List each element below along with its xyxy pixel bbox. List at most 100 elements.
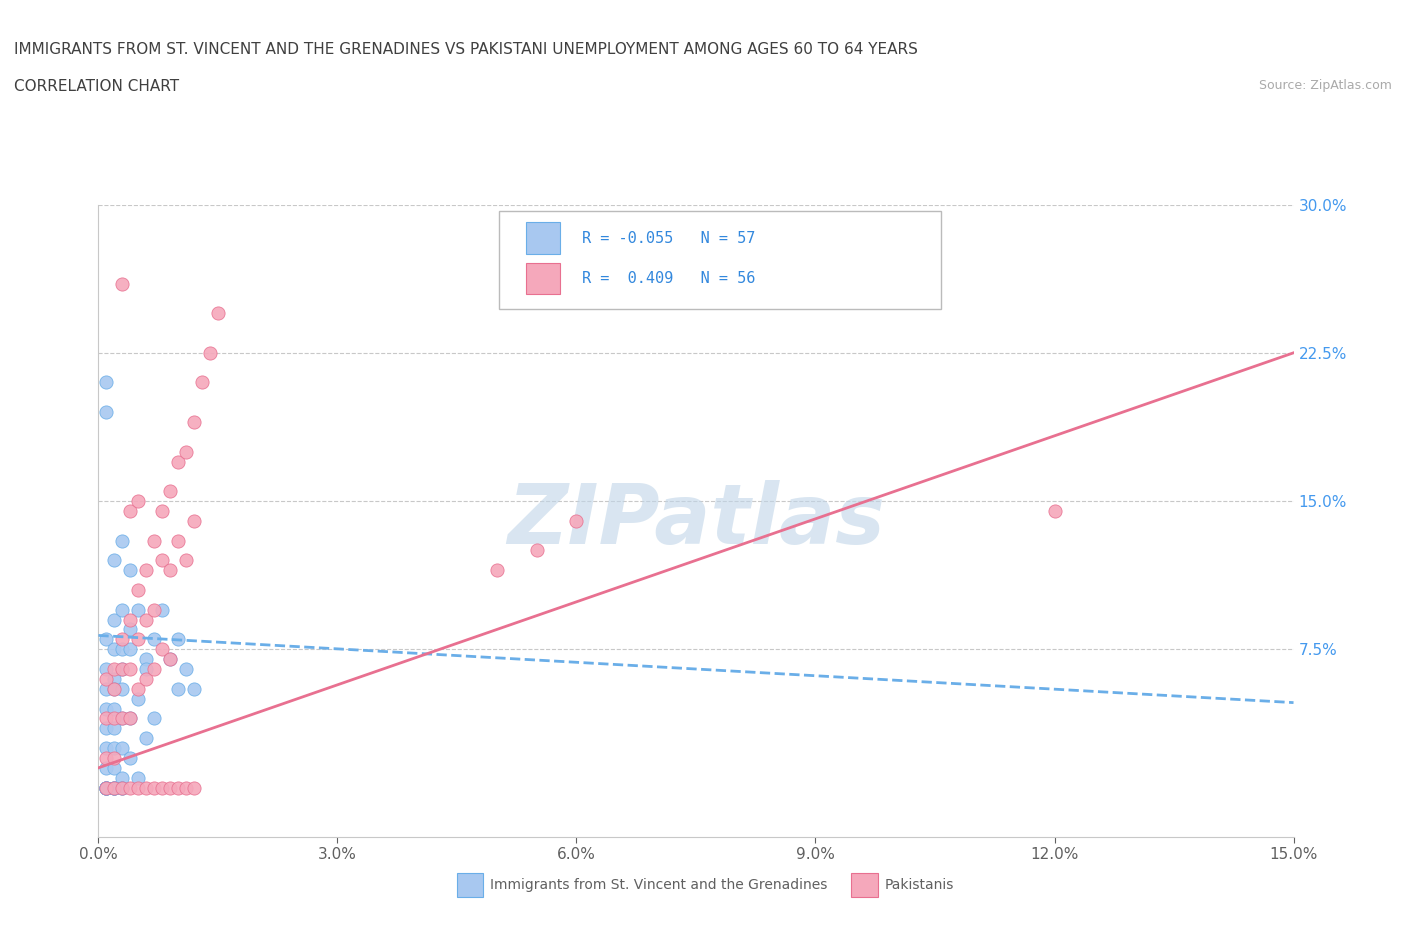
Point <box>143 661 166 676</box>
Text: IMMIGRANTS FROM ST. VINCENT AND THE GRENADINES VS PAKISTANI UNEMPLOYMENT AMONG A: IMMIGRANTS FROM ST. VINCENT AND THE GREN… <box>14 42 918 57</box>
Point <box>174 780 197 795</box>
Point <box>96 751 118 765</box>
Point <box>120 642 142 657</box>
Point <box>103 780 125 795</box>
Text: Source: ZipAtlas.com: Source: ZipAtlas.com <box>1258 79 1392 92</box>
Point <box>96 405 118 419</box>
Point <box>183 415 205 430</box>
Point <box>96 711 118 726</box>
Point <box>159 780 181 795</box>
Point <box>207 306 229 321</box>
Bar <box>526 263 560 295</box>
Point <box>103 751 125 765</box>
Point <box>96 671 118 686</box>
Point <box>96 632 118 647</box>
Point <box>111 682 134 697</box>
Point <box>183 513 205 528</box>
Point <box>1043 503 1066 518</box>
Point <box>159 652 181 667</box>
Point <box>96 740 118 755</box>
Point <box>103 612 125 627</box>
Point <box>167 632 190 647</box>
Point <box>526 543 548 558</box>
Point <box>103 682 125 697</box>
Point <box>120 661 142 676</box>
Text: Pakistanis: Pakistanis <box>884 878 955 892</box>
Point <box>111 780 134 795</box>
Point <box>120 563 142 578</box>
Point <box>120 622 142 637</box>
Point <box>111 780 134 795</box>
Text: CORRELATION CHART: CORRELATION CHART <box>14 79 179 94</box>
Point <box>143 533 166 548</box>
Point <box>174 661 197 676</box>
Point <box>103 740 125 755</box>
Point <box>111 603 134 618</box>
Point <box>143 603 166 618</box>
Point <box>103 780 125 795</box>
Point <box>103 661 125 676</box>
Point <box>111 711 134 726</box>
Point <box>135 780 157 795</box>
Point <box>183 682 205 697</box>
Point <box>135 731 157 746</box>
Point <box>150 553 173 568</box>
Point <box>96 701 118 716</box>
Point <box>96 780 118 795</box>
Point <box>167 780 190 795</box>
Point <box>120 711 142 726</box>
Point <box>111 740 134 755</box>
Point <box>127 494 149 509</box>
Point <box>103 780 125 795</box>
Point <box>96 721 118 736</box>
Point <box>111 770 134 785</box>
Point <box>96 780 118 795</box>
Point <box>183 780 205 795</box>
Point <box>103 721 125 736</box>
Point <box>96 780 118 795</box>
Point <box>96 682 118 697</box>
FancyBboxPatch shape <box>499 211 941 309</box>
Point <box>120 751 142 765</box>
Point <box>111 276 134 291</box>
Text: ZIPatlas: ZIPatlas <box>508 480 884 562</box>
Point <box>96 661 118 676</box>
Point <box>111 711 134 726</box>
Text: R = -0.055   N = 57: R = -0.055 N = 57 <box>582 231 756 246</box>
Point <box>127 780 149 795</box>
Point <box>135 661 157 676</box>
Point <box>120 711 142 726</box>
Point <box>150 780 173 795</box>
Point <box>135 671 157 686</box>
Point <box>120 780 142 795</box>
Point <box>159 563 181 578</box>
Point <box>143 780 166 795</box>
Point <box>120 503 142 518</box>
Point <box>96 780 118 795</box>
Bar <box>457 873 484 897</box>
Point <box>111 780 134 795</box>
Point <box>565 513 588 528</box>
Point <box>96 780 118 795</box>
Point <box>198 345 221 360</box>
Point <box>96 780 118 795</box>
Point <box>143 632 166 647</box>
Point <box>167 533 190 548</box>
Point <box>103 711 125 726</box>
Point <box>103 780 125 795</box>
Point <box>127 603 149 618</box>
Point <box>103 761 125 776</box>
Point <box>159 652 181 667</box>
Point <box>103 701 125 716</box>
Point <box>103 553 125 568</box>
Point <box>150 603 173 618</box>
Point <box>150 503 173 518</box>
Point <box>96 761 118 776</box>
Point <box>111 533 134 548</box>
Point <box>127 582 149 597</box>
Point <box>485 563 508 578</box>
Point <box>135 652 157 667</box>
Point <box>127 770 149 785</box>
Point <box>135 612 157 627</box>
Point <box>96 780 118 795</box>
